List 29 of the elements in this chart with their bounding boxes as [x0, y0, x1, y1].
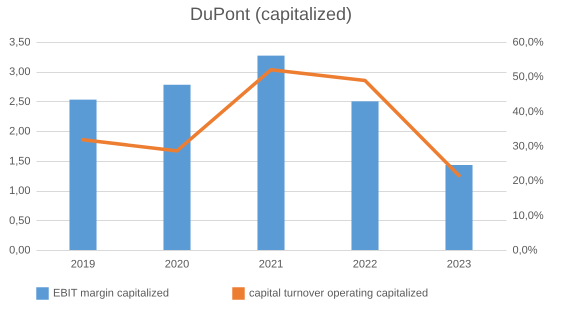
- y-tick-label: 2,00: [9, 126, 30, 138]
- chart-title: DuPont (capitalized): [190, 4, 352, 24]
- y-tick-label: 1,50: [9, 155, 30, 168]
- bar: [351, 101, 379, 250]
- x-tick-label: 2019: [70, 258, 96, 270]
- legend-label: capital turnover operating capitalized: [249, 288, 428, 300]
- x-tick-label: 2022: [352, 258, 378, 270]
- y2-tick-label: 30,0%: [512, 140, 544, 152]
- y2-tick-label: 50,0%: [512, 71, 544, 84]
- y-tick-label: 3,50: [9, 36, 30, 48]
- y2-tick-label: 20,0%: [512, 175, 544, 188]
- bar: [257, 56, 285, 250]
- bar: [69, 100, 97, 250]
- y-tick-label: 0,50: [9, 214, 30, 227]
- x-tick-label: 2021: [258, 258, 284, 270]
- y2-tick-label: 0,0%: [512, 244, 538, 256]
- y-tick-label: 0,00: [9, 244, 30, 256]
- y-tick-label: 3,00: [9, 66, 30, 78]
- y2-tick-label: 10,0%: [512, 210, 544, 222]
- bar: [163, 84, 191, 250]
- y2-tick-label: 60,0%: [512, 36, 544, 48]
- y-tick-label: 2,50: [9, 96, 30, 108]
- x-tick-label: 2020: [164, 258, 190, 270]
- x-tick-label: 2023: [446, 258, 472, 270]
- line-series: [81, 68, 461, 178]
- legend-label: EBIT margin capitalized: [53, 288, 169, 300]
- y-tick-label: 1,00: [9, 185, 30, 198]
- bar: [445, 165, 473, 250]
- y2-tick-label: 40,0%: [512, 106, 544, 118]
